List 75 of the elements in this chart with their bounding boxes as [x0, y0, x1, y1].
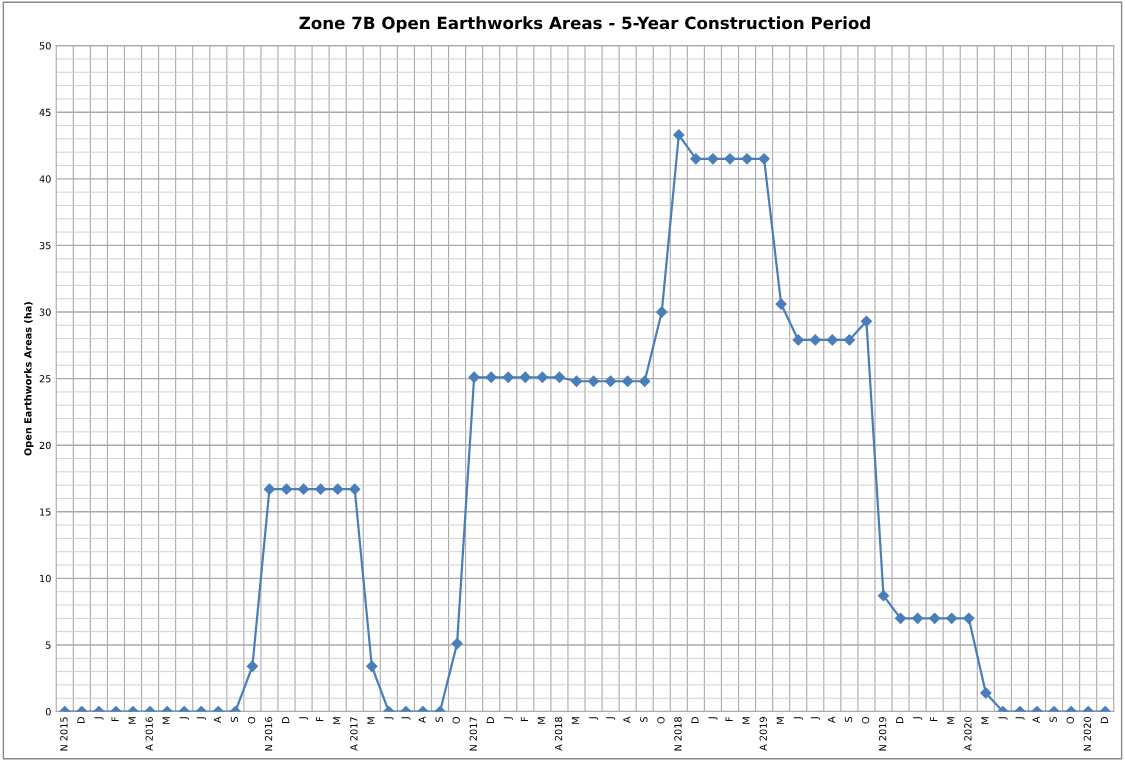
x-tick-label: S — [1049, 716, 1057, 722]
x-tick-label: N 2015 — [60, 717, 68, 751]
x-tick-label: A — [623, 716, 631, 723]
y-tick-label: 15 — [40, 508, 51, 516]
x-tick-label: M — [742, 717, 750, 724]
x-tick-label: J — [998, 717, 1008, 720]
x-tick-label: D — [896, 716, 904, 723]
x-tick-label: N 2020 — [1083, 717, 1091, 751]
x-tick-label: M — [776, 717, 784, 724]
x-tick-label: O — [247, 716, 256, 724]
x-tick-label: A — [827, 716, 835, 723]
x-tick-label: J — [196, 717, 206, 720]
x-tick-label: N 2018 — [674, 717, 682, 751]
x-tick-label: A 2019 — [759, 717, 767, 751]
x-tick-label: O — [452, 716, 460, 724]
y-tick-label: 30 — [39, 308, 51, 316]
x-tick-label: A — [213, 716, 221, 723]
x-tick-label: D — [77, 716, 85, 723]
x-tick-label: O — [1066, 716, 1074, 724]
x-tick-label: J — [401, 717, 411, 720]
x-tick-label: J — [384, 717, 394, 720]
y-tick-label: 35 — [39, 241, 51, 250]
x-tick-label: S — [230, 716, 239, 722]
x-tick-label: J — [503, 717, 513, 720]
x-tick-label: F — [520, 716, 528, 722]
y-tick-label: 25 — [39, 375, 51, 383]
x-tick-label: J — [606, 717, 616, 720]
x-tick-label: A 2018 — [554, 717, 563, 751]
x-tick-label: D — [1100, 716, 1108, 723]
x-tick-label: F — [725, 716, 733, 722]
x-tick-label: J — [1015, 717, 1025, 720]
x-tick-label: F — [316, 716, 324, 722]
x-tick-label: M — [367, 717, 375, 724]
x-tick-label: J — [179, 717, 189, 720]
y-tick-label: 20 — [39, 441, 51, 450]
x-tick-label: J — [589, 717, 599, 720]
x-tick-label: M — [537, 717, 546, 724]
x-tick-label: J — [913, 717, 923, 720]
x-tick-label: A 2017 — [350, 717, 358, 751]
x-tick-label: M — [162, 717, 170, 724]
x-tick-label: J — [810, 717, 820, 720]
x-tick-label: J — [708, 717, 718, 720]
x-tick-label: D — [691, 716, 699, 723]
chart-title: Zone 7B Open Earthworks Areas - 5-Year Construction Period — [299, 16, 870, 33]
y-tick-label: 0 — [45, 708, 51, 716]
x-tick-label: J — [299, 717, 309, 720]
x-tick-label: O — [861, 716, 870, 724]
x-tick-label: M — [572, 717, 580, 724]
x-tick-label: N 2017 — [469, 717, 477, 751]
x-tick-label: M — [333, 717, 341, 724]
x-tick-label: N 2019 — [878, 717, 887, 751]
x-tick-label: M — [128, 717, 136, 724]
x-tick-label: S — [844, 716, 853, 722]
x-tick-label: M — [947, 717, 955, 724]
y-tick-label: 45 — [39, 108, 51, 117]
y-tick-label: 5 — [45, 641, 51, 649]
y-axis-title: Open Earthworks Areas (ha) — [24, 302, 34, 456]
x-tick-label: F — [111, 716, 119, 722]
x-tick-label: N 2016 — [264, 717, 273, 751]
x-tick-label: J — [94, 717, 104, 720]
x-tick-label: D — [282, 716, 290, 723]
y-tick-label: 50 — [39, 42, 51, 50]
x-tick-label: O — [657, 716, 665, 724]
x-tick-label: A 2016 — [145, 717, 153, 751]
x-tick-label: S — [640, 716, 648, 722]
x-tick-label: A — [1032, 716, 1040, 723]
x-tick-label: A 2020 — [964, 717, 972, 751]
x-tick-label: A — [418, 716, 426, 723]
y-tick-label: 40 — [39, 175, 51, 183]
y-tick-label: 10 — [40, 574, 51, 583]
x-tick-label: D — [486, 716, 494, 723]
x-tick-label: F — [930, 716, 938, 722]
x-tick-label: S — [435, 716, 443, 722]
x-tick-label: M — [981, 717, 989, 724]
x-tick-label: J — [793, 717, 803, 720]
